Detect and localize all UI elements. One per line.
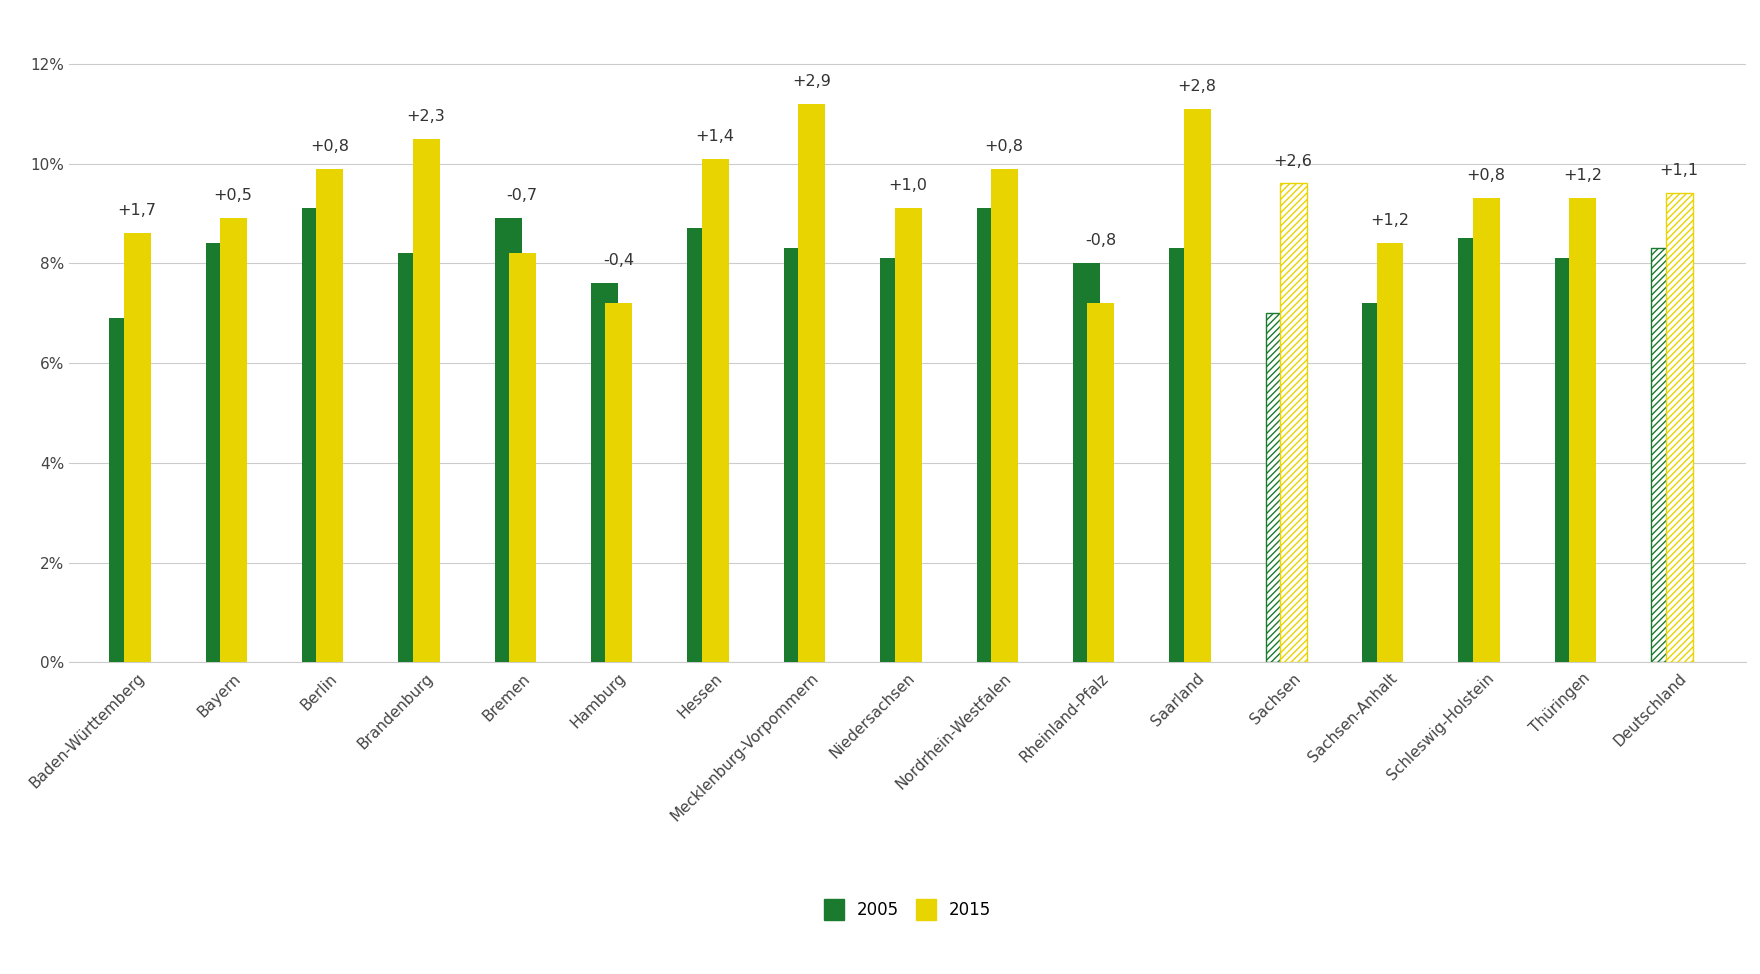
Text: +0,8: +0,8 (1466, 169, 1505, 183)
Text: +2,6: +2,6 (1274, 154, 1313, 169)
Bar (303, 208, 329, 662)
Bar (1074, 263, 1100, 662)
Bar (1376, 244, 1403, 662)
Text: +0,8: +0,8 (310, 138, 348, 154)
Text: -0,8: -0,8 (1084, 234, 1116, 248)
Bar (799, 103, 825, 662)
Bar (1265, 314, 1292, 662)
Text: +1,7: +1,7 (118, 204, 157, 218)
Bar (1169, 248, 1197, 662)
Bar (1554, 258, 1582, 662)
Text: +1,2: +1,2 (1563, 169, 1602, 183)
Bar (702, 159, 729, 662)
Bar (894, 208, 922, 662)
Bar (783, 248, 811, 662)
Text: +2,9: +2,9 (792, 74, 831, 89)
Bar (123, 234, 151, 662)
Bar (880, 258, 906, 662)
Bar (688, 228, 715, 662)
Bar (977, 208, 1003, 662)
Bar (1362, 303, 1389, 662)
Bar (1651, 248, 1679, 662)
Text: +1,1: +1,1 (1660, 164, 1698, 178)
Text: +2,8: +2,8 (1177, 79, 1216, 94)
Bar (1665, 194, 1693, 662)
Bar (317, 169, 343, 662)
Bar (398, 253, 426, 662)
Bar (991, 169, 1017, 662)
Bar (414, 138, 440, 662)
Text: +1,2: +1,2 (1369, 213, 1410, 228)
Bar (206, 244, 232, 662)
Bar (1459, 239, 1485, 662)
Bar (1088, 303, 1114, 662)
Bar (1280, 183, 1308, 662)
Bar (605, 303, 632, 662)
Text: +1,4: +1,4 (695, 129, 734, 143)
Bar (1570, 199, 1596, 662)
Text: +1,0: +1,0 (889, 178, 928, 194)
Text: +2,3: +2,3 (407, 109, 445, 124)
Text: +0,5: +0,5 (213, 188, 252, 204)
Bar (495, 218, 521, 662)
Text: -0,7: -0,7 (507, 188, 539, 204)
Bar (1184, 109, 1211, 662)
Bar (109, 318, 136, 662)
Legend: 2005, 2015: 2005, 2015 (817, 892, 998, 926)
Bar (1473, 199, 1500, 662)
Text: +0,8: +0,8 (984, 138, 1024, 154)
Bar (591, 283, 618, 662)
Bar (509, 253, 537, 662)
Text: -0,4: -0,4 (604, 253, 634, 268)
Bar (220, 218, 246, 662)
